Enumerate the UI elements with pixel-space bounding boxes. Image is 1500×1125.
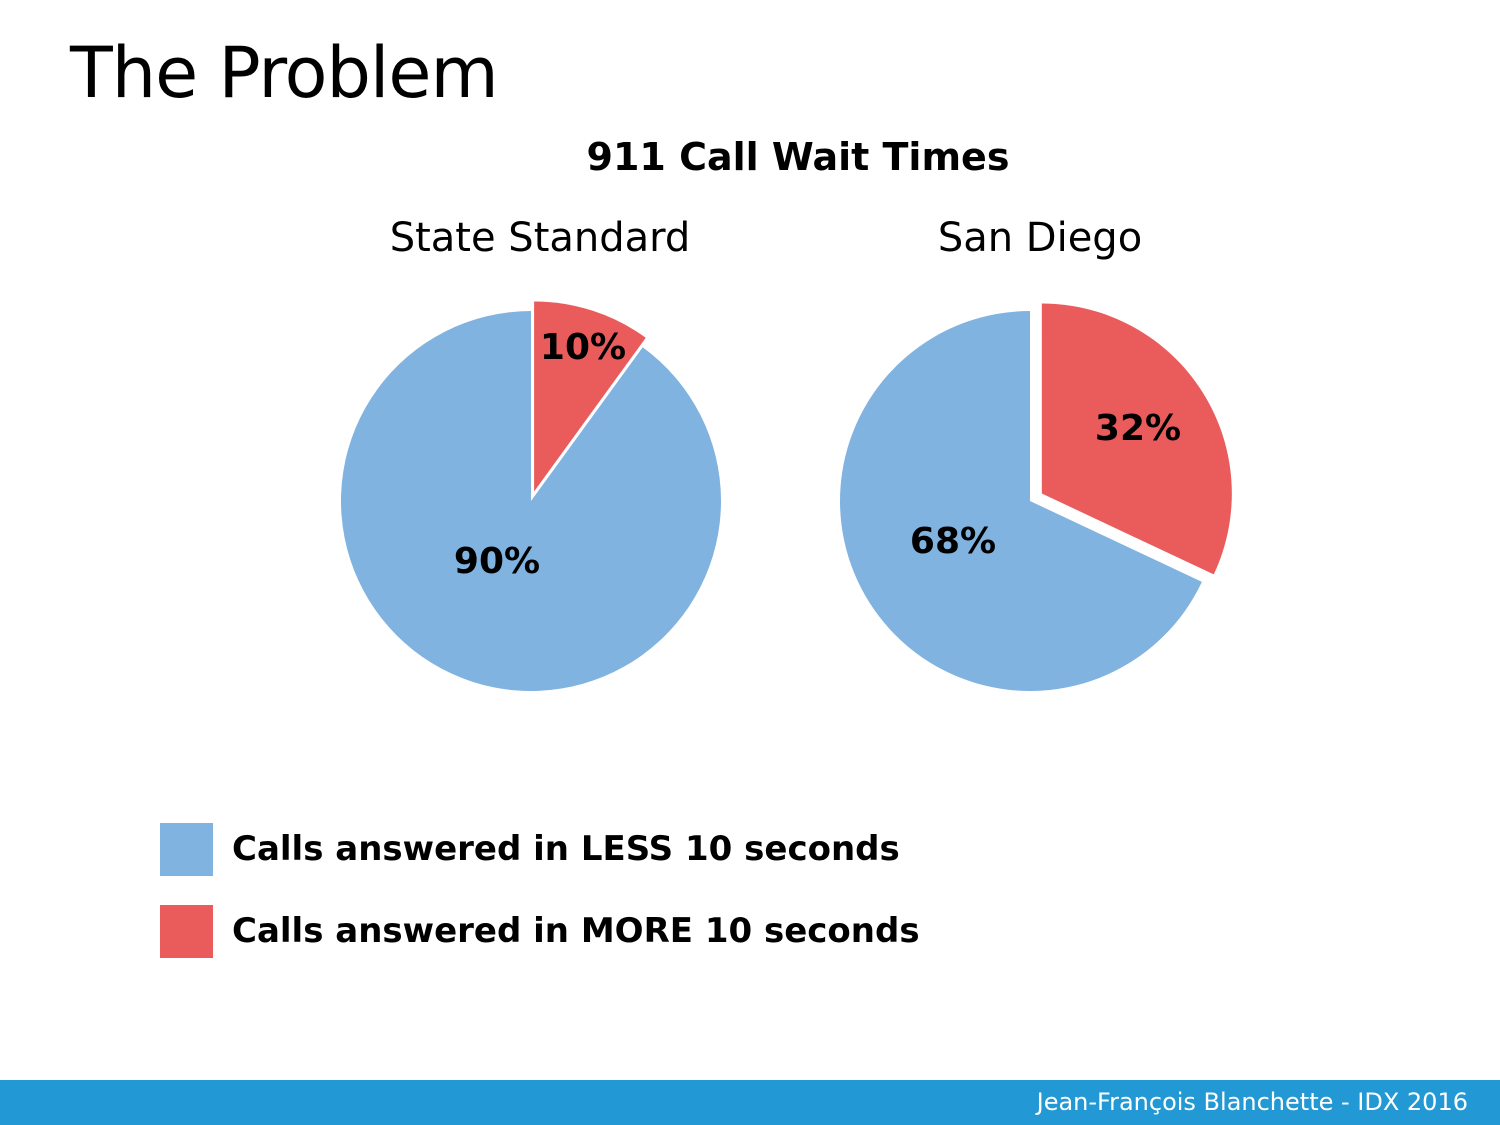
pie-chart-state-standard: 90% 10%	[340, 301, 721, 692]
pie-slice-label-less: 68%	[910, 521, 996, 562]
pie-chart-san-diego: 68% 32%	[840, 303, 1232, 691]
legend: Calls answered in LESS 10 seconds Calls …	[160, 822, 920, 986]
pie-subtitle-state-standard: State Standard	[389, 215, 691, 261]
pie-slice-less	[340, 311, 721, 692]
legend-item-less: Calls answered in LESS 10 seconds	[160, 822, 920, 876]
pie-slice-label-more: 32%	[1095, 408, 1181, 449]
footer-bar: Jean-François Blanchette - IDX 2016	[0, 1080, 1500, 1125]
pie-slice-less	[840, 311, 1202, 691]
legend-swatch-more	[160, 904, 213, 958]
pie-slice-more	[534, 301, 646, 492]
legend-swatch-less	[160, 822, 213, 876]
chart-title: 911 Call Wait Times	[586, 135, 1010, 179]
legend-label-more: Calls answered in MORE 10 seconds	[232, 911, 920, 951]
pie-subtitle-san-diego: San Diego	[937, 215, 1143, 261]
pie-slice-label-more: 10%	[540, 327, 626, 368]
pie-slice-label-less: 90%	[454, 541, 540, 582]
footer-text: Jean-François Blanchette - IDX 2016	[1036, 1088, 1468, 1116]
pie-slice-more	[1041, 303, 1232, 575]
slide-title: The Problem	[70, 32, 499, 114]
legend-label-less: Calls answered in LESS 10 seconds	[232, 829, 900, 869]
legend-item-more: Calls answered in MORE 10 seconds	[160, 904, 920, 958]
